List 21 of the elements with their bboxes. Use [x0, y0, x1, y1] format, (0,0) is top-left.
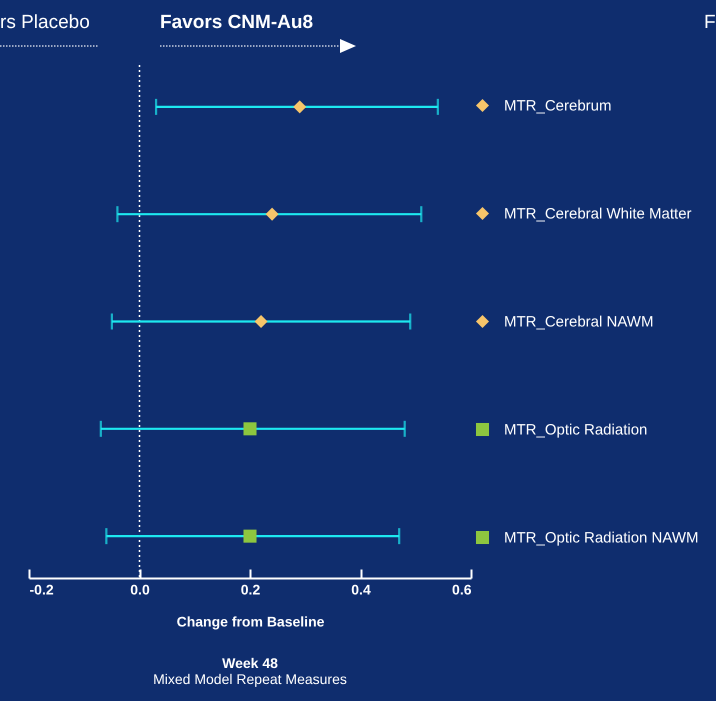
point [243, 422, 257, 436]
text: Favors CNM-Au8 [160, 12, 314, 34]
text: F [704, 12, 716, 34]
text: Week 48 [222, 655, 278, 671]
x-tick-label: 0.6 [452, 582, 472, 598]
legend-label: MTR_Cerebral White Matter [504, 206, 692, 222]
point [254, 314, 268, 328]
legend-label: MTR_Optic Radiation [504, 422, 648, 438]
point [293, 100, 306, 114]
x-tick-label: 0.4 [351, 582, 371, 598]
point [266, 208, 279, 221]
legend-label: MTR_Optic Radiation NAWM [504, 530, 698, 546]
x-tick-label: 0.0 [130, 582, 150, 598]
legend-label: MTR_Cerebral NAWM [504, 314, 654, 330]
x-tick-label: 0.2 [240, 582, 260, 598]
point [243, 530, 257, 543]
legend-label: MTR_Cerebrum [504, 98, 612, 114]
x-tick-label: -0.2 [30, 582, 54, 598]
text: rs Placebo [0, 12, 90, 34]
x-axis-title: Change from Baseline [176, 614, 325, 630]
text: Mixed Model Repeat Measures [153, 671, 347, 687]
